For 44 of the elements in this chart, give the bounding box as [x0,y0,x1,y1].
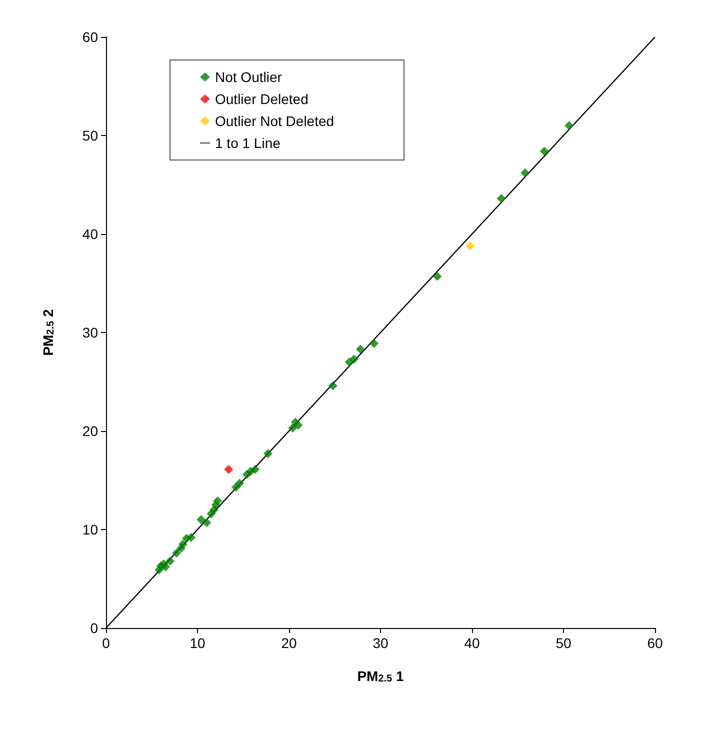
point [196,515,206,524]
y-tick-label: 0 [90,620,98,636]
point [328,381,338,390]
x-tick-label: 30 [372,635,388,651]
x-tick-label: 10 [190,635,206,651]
point [224,464,234,474]
point [356,344,365,354]
legend-label: Outlier Deleted [215,91,308,107]
x-tick-label: 50 [556,635,572,651]
y-tick-label: 50 [82,128,98,144]
legend-label: 1 to 1 Line [215,135,281,151]
y-tick-label: 60 [82,29,98,45]
x-tick-label: 40 [464,635,480,651]
x-axis-title: PM2.5 1 [357,668,404,684]
point [160,562,170,572]
point [520,168,530,178]
x-tick-label: 60 [647,635,663,651]
y-tick-label: 40 [82,226,98,242]
y-tick-label: 20 [82,423,98,439]
point [540,146,549,156]
point [263,449,272,458]
point [370,338,379,348]
y-tick-label: 30 [82,324,98,340]
point [213,496,222,506]
point [178,540,188,549]
y-axis-title: PM2.5 2 [40,309,56,356]
point [294,420,303,430]
point [172,548,181,558]
point [235,478,244,488]
legend-label: Outlier Not Deleted [215,113,334,129]
legend-label: Not Outlier [215,69,282,85]
point [250,464,260,474]
point [466,241,475,250]
point [349,354,358,364]
point [496,194,506,204]
point [186,532,196,542]
point [432,272,442,281]
point [564,121,574,130]
x-tick-label: 20 [281,635,297,651]
y-tick-label: 10 [82,522,98,538]
point [202,518,212,528]
point [288,424,298,433]
point [166,556,175,566]
x-tick-label: 0 [102,635,110,651]
